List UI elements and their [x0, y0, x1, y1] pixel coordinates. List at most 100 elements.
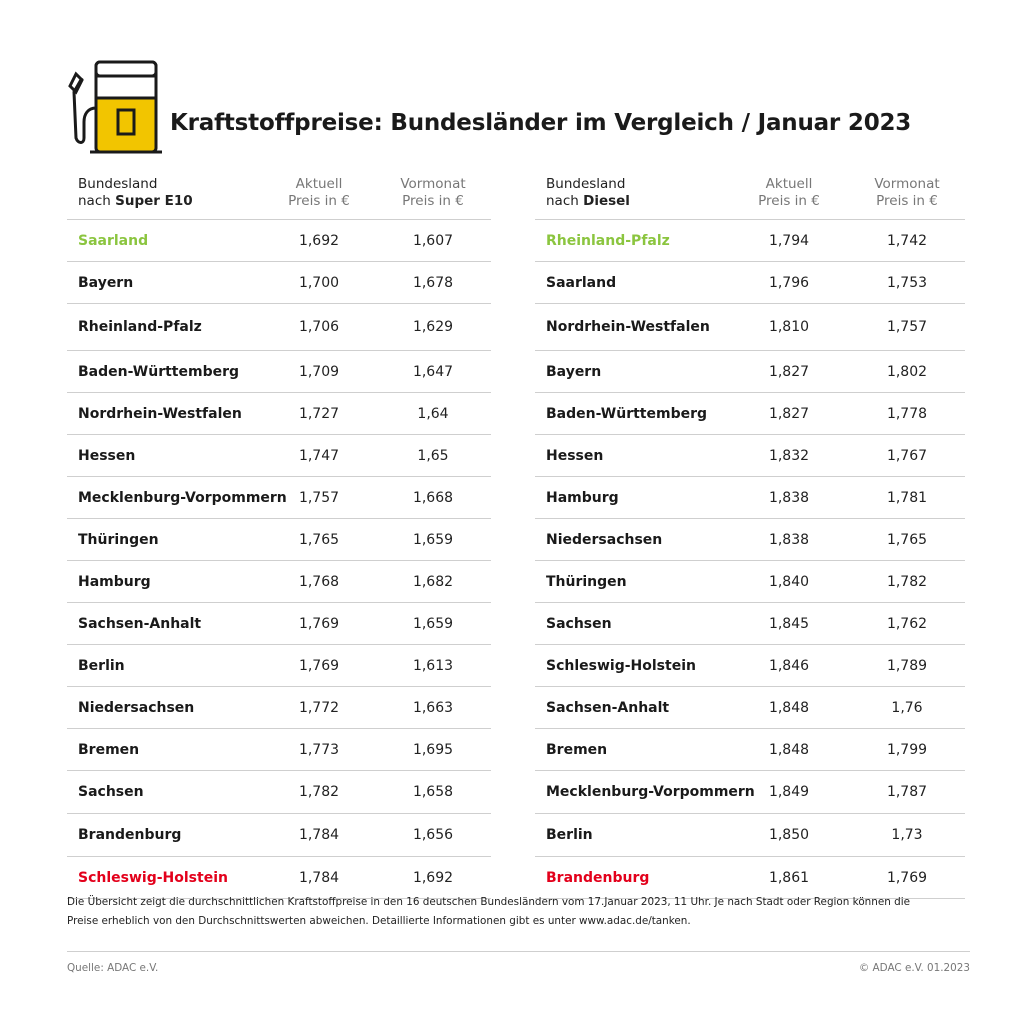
column-header-current: Aktuell Preis in € [737, 176, 841, 210]
state-name: Sachsen [546, 615, 612, 632]
table-row: Niedersachsen 1,772 1,663 [67, 687, 491, 729]
current-price: 1,838 [768, 531, 810, 548]
table-header: Bundesland nach Diesel Aktuell Preis in … [535, 170, 965, 220]
table-row: Brandenburg 1,784 1,656 [67, 814, 491, 857]
current-price: 1,757 [298, 489, 340, 506]
current-price: 1,838 [768, 489, 810, 506]
table-row: Niedersachsen 1,838 1,765 [535, 519, 965, 561]
current-price: 1,796 [768, 274, 810, 291]
current-price: 1,861 [768, 869, 810, 886]
table-row: Rheinland-Pfalz 1,706 1,629 [67, 304, 491, 351]
table-row: Bremen 1,773 1,695 [67, 729, 491, 771]
previous-price: 1,65 [417, 447, 449, 464]
table-row: Nordrhein-Westfalen 1,727 1,64 [67, 393, 491, 435]
previous-price: 1,613 [412, 657, 454, 674]
current-price: 1,692 [298, 232, 340, 249]
state-name: Bayern [546, 363, 602, 380]
header-text: Preis in € [876, 193, 938, 209]
current-price: 1,772 [298, 699, 340, 716]
previous-price: 1,663 [412, 699, 454, 716]
previous-price: 1,64 [417, 405, 449, 422]
previous-price: 1,695 [412, 741, 454, 758]
fuel-type-label: Diesel [583, 193, 630, 209]
previous-price: 1,769 [886, 869, 928, 886]
state-name: Hessen [546, 447, 604, 464]
table-body: Saarland 1,692 1,607 Bayern 1,700 1,678 Rheinl… [67, 220, 491, 899]
state-name: Rheinland-Pfalz [546, 232, 670, 249]
state-name: Baden-Württemberg [546, 405, 708, 422]
state-name: Thüringen [546, 573, 627, 590]
state-name: Nordrhein-Westfalen [78, 405, 242, 422]
state-name: Niedersachsen [78, 699, 195, 716]
state-name: Saarland [546, 274, 617, 291]
header-text: Bundesland [546, 176, 626, 192]
header: Kraftstoffpreise: Bundesländer im Vergle… [66, 58, 966, 158]
state-name: Berlin [546, 827, 593, 843]
table-row: Thüringen 1,840 1,782 [535, 561, 965, 603]
header-text: Preis in € [402, 193, 464, 209]
previous-price: 1,753 [886, 274, 928, 291]
previous-price: 1,682 [412, 573, 454, 590]
current-price: 1,784 [298, 827, 340, 843]
current-price: 1,709 [298, 363, 340, 380]
footnote-line: Preise erheblich von den Durchschnittswe… [67, 915, 691, 927]
source-label: Quelle: ADAC e.V. [67, 962, 159, 974]
state-name: Thüringen [78, 531, 159, 548]
column-header-land: Bundesland nach Diesel [546, 176, 630, 210]
previous-price: 1,629 [412, 319, 454, 335]
table-row: Berlin 1,850 1,73 [535, 814, 965, 857]
previous-price: 1,659 [412, 531, 454, 548]
table-row: Hessen 1,832 1,767 [535, 435, 965, 477]
footnote: Die Übersicht zeigt die durchschnittlich… [67, 893, 947, 931]
table-row: Baden-Württemberg 1,709 1,647 [67, 351, 491, 393]
table-row: Thüringen 1,765 1,659 [67, 519, 491, 561]
header-text: Vormonat [400, 176, 466, 192]
previous-price: 1,767 [886, 447, 928, 464]
state-name: Nordrhein-Westfalen [546, 319, 710, 335]
table-row: Sachsen-Anhalt 1,769 1,659 [67, 603, 491, 645]
state-name: Saarland [78, 232, 149, 249]
current-price: 1,848 [768, 699, 810, 716]
table-row: Bremen 1,848 1,799 [535, 729, 965, 771]
previous-price: 1,73 [891, 827, 923, 843]
previous-price: 1,762 [886, 615, 928, 632]
previous-price: 1,656 [412, 827, 454, 843]
previous-price: 1,765 [886, 531, 928, 548]
current-price: 1,840 [768, 573, 810, 590]
state-name: Baden-Württemberg [78, 363, 240, 380]
current-price: 1,832 [768, 447, 810, 464]
state-name: Berlin [78, 657, 125, 674]
table-row: Bayern 1,700 1,678 [67, 262, 491, 304]
previous-price: 1,787 [886, 784, 928, 800]
current-price: 1,827 [768, 363, 810, 380]
previous-price: 1,668 [412, 489, 454, 506]
state-name: Brandenburg [546, 869, 650, 886]
state-name: Mecklenburg-Vorpommern [78, 489, 287, 506]
state-name: Bremen [78, 741, 140, 758]
fuel-type-label: Super E10 [115, 193, 193, 209]
current-price: 1,827 [768, 405, 810, 422]
table-row: Schleswig-Holstein 1,784 1,692 [67, 857, 491, 899]
table-row: Saarland 1,692 1,607 [67, 220, 491, 262]
state-name: Hessen [78, 447, 136, 464]
state-name: Sachsen-Anhalt [78, 615, 202, 632]
table-row: Hamburg 1,768 1,682 [67, 561, 491, 603]
page-title: Kraftstoffpreise: Bundesländer im Vergle… [170, 110, 912, 136]
previous-price: 1,692 [412, 869, 454, 886]
current-price: 1,768 [298, 573, 340, 590]
current-price: 1,700 [298, 274, 340, 291]
current-price: 1,727 [298, 405, 340, 422]
current-price: 1,850 [768, 827, 810, 843]
column-header-current: Aktuell Preis in € [267, 176, 371, 210]
current-price: 1,773 [298, 741, 340, 758]
previous-price: 1,781 [886, 489, 928, 506]
state-name: Brandenburg [78, 827, 182, 843]
state-name: Bayern [78, 274, 134, 291]
previous-price: 1,757 [886, 319, 928, 335]
footnote-line: Die Übersicht zeigt die durchschnittlich… [67, 896, 911, 908]
table-row: Schleswig-Holstein 1,846 1,789 [535, 645, 965, 687]
table-header: Bundesland nach Super E10 Aktuell Preis … [67, 170, 491, 220]
header-text: nach [546, 193, 584, 209]
current-price: 1,769 [298, 615, 340, 632]
diesel-table: Bundesland nach Diesel Aktuell Preis in … [535, 170, 965, 899]
